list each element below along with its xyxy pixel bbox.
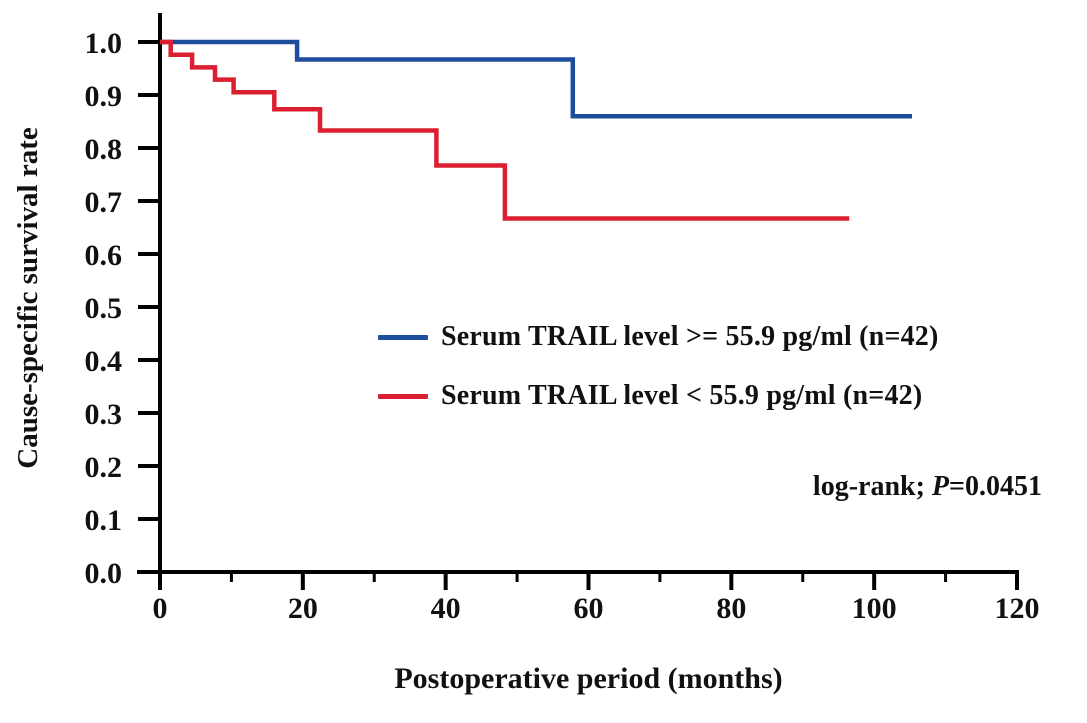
survival-curve-high-trail xyxy=(160,39,912,119)
y-tick-label: 0.6 xyxy=(85,239,123,272)
legend-swatch-red-line xyxy=(378,393,428,399)
y-tick-label: 0.2 xyxy=(85,451,123,484)
y-tick-label: 0.5 xyxy=(85,292,123,325)
y-tick-label: 0.8 xyxy=(85,133,123,166)
legend-label-high-trail: Serum TRAIL level >= 55.9 pg/ml (n=42) xyxy=(441,321,939,352)
legend-item-low-trail: Serum TRAIL level < 55.9 pg/ml (n=42) xyxy=(378,379,939,413)
y-tick-label: 0.4 xyxy=(85,345,123,378)
legend-swatch-blue-line xyxy=(378,334,428,340)
log-rank-prefix: log-rank; xyxy=(812,471,932,502)
y-tick-label: 0.0 xyxy=(85,557,123,590)
x-axis-title: Postoperative period (months) xyxy=(394,662,783,695)
p-symbol: P xyxy=(931,471,950,502)
y-axis-title: Cause-specific survival rate xyxy=(12,127,44,469)
y-tick-label: 0.9 xyxy=(85,80,123,113)
log-rank-annotation: log-rank; P=0.0451 xyxy=(813,471,1042,503)
x-tick-label: 100 xyxy=(852,592,897,625)
p-value: =0.0451 xyxy=(949,471,1042,502)
y-tick-label: 1.0 xyxy=(85,27,123,60)
y-tick-label: 0.3 xyxy=(85,398,123,431)
x-tick-label: 20 xyxy=(288,592,318,625)
y-tick-label: 0.1 xyxy=(85,504,123,537)
x-tick-label: 120 xyxy=(995,592,1040,625)
x-tick-label: 0 xyxy=(153,592,168,625)
legend-label-low-trail: Serum TRAIL level < 55.9 pg/ml (n=42) xyxy=(441,380,923,411)
y-tick-label: 0.7 xyxy=(85,186,123,219)
x-tick-label: 60 xyxy=(574,592,604,625)
legend-item-high-trail: Serum TRAIL level >= 55.9 pg/ml (n=42) xyxy=(378,320,939,354)
survival-curve-low-trail xyxy=(160,39,850,221)
legend: Serum TRAIL level >= 55.9 pg/ml (n=42) S… xyxy=(378,320,939,438)
x-tick-label: 40 xyxy=(431,592,461,625)
x-tick-label: 80 xyxy=(716,592,746,625)
